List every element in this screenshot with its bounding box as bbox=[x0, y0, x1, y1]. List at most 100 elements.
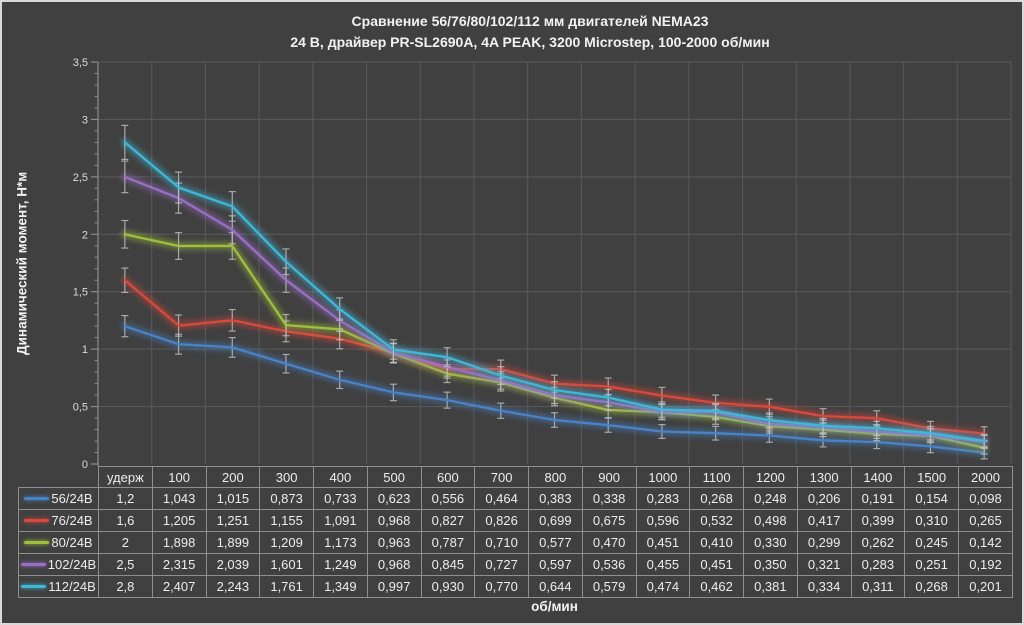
value-cell: 0,536 bbox=[581, 553, 637, 576]
table-row: 80/24В 2 1,898 1,899 1,209 1,173 0,963 0,787 0,7… bbox=[18, 531, 1013, 554]
table-row: 76/24В 1,6 1,205 1,251 1,155 1,091 0,968 0,827 0… bbox=[18, 509, 1013, 532]
data-table: удерж 100 200 300 400 500 600 700 800 900 1000 1100… bbox=[18, 466, 1013, 598]
value-cell: 1,015 bbox=[205, 487, 261, 510]
value-cell: 0,283 bbox=[850, 553, 906, 576]
value-cell: 0,845 bbox=[420, 553, 476, 576]
value-cell: 0,251 bbox=[904, 553, 959, 576]
x-axis-title: об/мин bbox=[531, 599, 578, 614]
value-cell: 0,770 bbox=[474, 575, 529, 598]
y-tick-label: 3,5 bbox=[73, 57, 88, 69]
value-cell: 0,579 bbox=[581, 575, 637, 598]
series-label: 80/24В bbox=[51, 535, 93, 550]
series-label: 102/24В bbox=[47, 557, 97, 572]
col-header-cell: 1200 bbox=[743, 466, 798, 488]
chart-title-block: Сравнение 56/76/80/102/112 мм двигателей… bbox=[46, 11, 1014, 53]
legend-marker-icon bbox=[24, 518, 50, 522]
legend-marker-icon bbox=[24, 496, 50, 500]
col-header-cell: 1100 bbox=[689, 466, 744, 488]
legend-marker-icon bbox=[21, 584, 47, 588]
value-cell: 0,577 bbox=[528, 531, 583, 554]
value-cell: 0,098 bbox=[958, 487, 1013, 510]
value-cell: 0,727 bbox=[474, 553, 529, 576]
value-cell: 0,826 bbox=[474, 509, 529, 532]
value-cell: 0,963 bbox=[366, 531, 422, 554]
series-label: 76/24В bbox=[51, 513, 93, 528]
value-cell: 0,451 bbox=[689, 553, 744, 576]
value-cell: 1,251 bbox=[205, 509, 261, 532]
value-cell: 0,532 bbox=[689, 509, 744, 532]
series-label: 112/24В bbox=[48, 579, 96, 594]
value-cell: 0,399 bbox=[850, 509, 906, 532]
y-tick-label: 3 bbox=[82, 114, 88, 126]
col-header-cell: 1500 bbox=[904, 466, 959, 488]
value-cell: 0,596 bbox=[635, 509, 691, 532]
value-cell: 0,498 bbox=[743, 509, 798, 532]
value-cell: 0,470 bbox=[581, 531, 637, 554]
value-cell: 0,191 bbox=[850, 487, 906, 510]
value-cell: 0,462 bbox=[689, 575, 744, 598]
value-cell: 0,381 bbox=[743, 575, 798, 598]
value-cell: 0,248 bbox=[743, 487, 798, 510]
col-header-cell: 500 bbox=[366, 466, 422, 488]
value-cell: 1,209 bbox=[259, 531, 314, 554]
series-line-4 bbox=[123, 141, 986, 443]
col-header-cell: 900 bbox=[581, 466, 637, 488]
col-header-cell: 1400 bbox=[850, 466, 906, 488]
table-corner-blank bbox=[19, 467, 99, 488]
col-header-cell: 700 bbox=[474, 466, 529, 488]
value-cell: 0,873 bbox=[259, 487, 314, 510]
value-cell: 1,249 bbox=[313, 553, 368, 576]
value-cell: 0,268 bbox=[904, 575, 959, 598]
value-cell: 1,2 bbox=[98, 487, 153, 510]
y-tick-label: 1,5 bbox=[73, 287, 88, 299]
chart-title: Сравнение 56/76/80/102/112 мм двигателей… bbox=[351, 13, 709, 29]
value-cell: 1,601 bbox=[259, 553, 314, 576]
col-header-cell: 200 bbox=[205, 466, 261, 488]
value-cell: 0,710 bbox=[474, 531, 529, 554]
value-cell: 1,173 bbox=[313, 531, 368, 554]
value-cell: 0,268 bbox=[689, 487, 744, 510]
value-cell: 1,205 bbox=[151, 509, 207, 532]
chart-subtitle: 24 В, драйвер PR-SL2690A, 4A PEAK, 3200 … bbox=[290, 34, 770, 50]
legend-marker-icon bbox=[20, 562, 46, 566]
value-cell: 0,283 bbox=[635, 487, 691, 510]
value-cell: 0,321 bbox=[796, 553, 852, 576]
value-cell: 0,417 bbox=[796, 509, 852, 532]
table-row: 56/24В 1,2 1,043 1,015 0,873 0,733 0,623 0,556 0… bbox=[18, 487, 1013, 510]
y-tick-label: 1 bbox=[82, 344, 88, 356]
value-cell: 0,383 bbox=[528, 487, 583, 510]
value-cell: 0,311 bbox=[850, 575, 906, 598]
value-cell: 0,192 bbox=[958, 553, 1013, 576]
value-cell: 0,787 bbox=[420, 531, 476, 554]
col-header-cell: 600 bbox=[420, 466, 476, 488]
value-cell: 0,451 bbox=[635, 531, 691, 554]
value-cell: 0,968 bbox=[366, 553, 422, 576]
value-cell: 0,410 bbox=[689, 531, 744, 554]
value-cell: 0,154 bbox=[904, 487, 959, 510]
value-cell: 1,761 bbox=[259, 575, 314, 598]
col-header-cell: 1300 bbox=[796, 466, 852, 488]
value-cell: 1,349 bbox=[313, 575, 368, 598]
value-cell: 0,142 bbox=[958, 531, 1013, 554]
value-cell: 1,091 bbox=[313, 509, 368, 532]
value-cell: 2,407 bbox=[151, 575, 207, 598]
value-cell: 0,827 bbox=[420, 509, 476, 532]
value-cell: 0,245 bbox=[904, 531, 959, 554]
value-cell: 1,6 bbox=[98, 509, 153, 532]
value-cell: 0,350 bbox=[743, 553, 798, 576]
value-cell: 2 bbox=[98, 531, 153, 554]
col-header-cell: 800 bbox=[528, 466, 583, 488]
legend-cell-2: 80/24В bbox=[18, 531, 99, 554]
value-cell: 1,899 bbox=[205, 531, 261, 554]
table-row: 112/24В 2,8 2,407 2,243 1,761 1,349 0,997 0,930… bbox=[18, 575, 1013, 598]
col-header-cell: 100 bbox=[151, 466, 207, 488]
value-cell: 0,597 bbox=[528, 553, 583, 576]
legend-cell-0: 56/24В bbox=[18, 487, 99, 510]
value-cell: 0,464 bbox=[474, 487, 529, 510]
legend-marker-icon bbox=[24, 540, 50, 544]
value-cell: 0,330 bbox=[743, 531, 798, 554]
col-header-cell: 400 bbox=[313, 466, 368, 488]
y-tick-label: 0 bbox=[82, 459, 88, 471]
